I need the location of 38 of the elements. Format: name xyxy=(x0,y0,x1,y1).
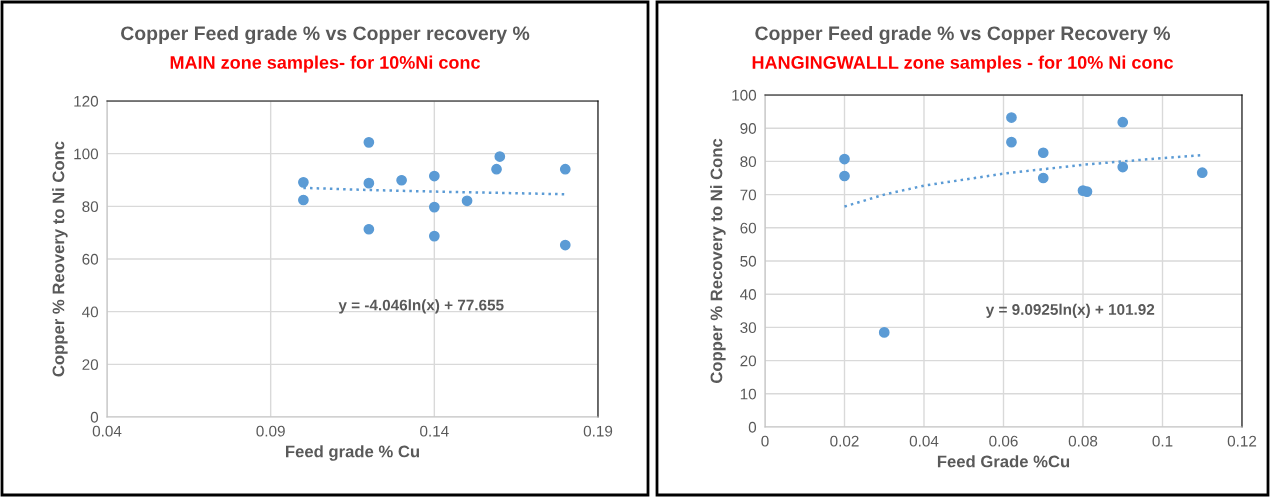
x-tick-label: 0.04 xyxy=(92,425,122,437)
y-tick-label: 100 xyxy=(732,89,757,101)
chart-subtitle: HANGINGWALLL zone samples - for 10% Ni conc xyxy=(752,55,1173,73)
y-tick-label: 120 xyxy=(74,95,99,107)
x-axis-title: Feed Grade %Cu xyxy=(937,455,1070,468)
y-tick-label: 40 xyxy=(82,306,99,318)
x-tick-label: 0.09 xyxy=(256,425,285,437)
y-tick-label: 20 xyxy=(82,359,99,371)
x-tick-label: 0.14 xyxy=(420,425,449,437)
y-tick-label: 60 xyxy=(740,222,757,234)
x-tick-label: 0.1 xyxy=(1152,435,1173,447)
x-tick-label: 0.08 xyxy=(1068,435,1098,447)
y-tick-label: 40 xyxy=(740,289,757,300)
annotation: y = 9.0925ln(x) + 101.92 xyxy=(985,303,1155,318)
y-axis-title: Copper % Reovery to Ni Conc xyxy=(52,141,68,377)
annotation: y = -4.046ln(x) + 77.655 xyxy=(338,299,504,314)
y-tick-label: 50 xyxy=(740,255,757,267)
x-tick-label: 0.04 xyxy=(909,435,939,447)
y-tick-label: 80 xyxy=(82,201,99,213)
x-tick-label: 0.06 xyxy=(989,435,1018,447)
y-tick-label: 20 xyxy=(740,355,757,367)
y-axis-title: Copper % Recovery to Ni Conc xyxy=(710,138,726,384)
chart-subtitle: MAIN zone samples- for 10%Ni conc xyxy=(170,55,480,73)
chart-title: Copper Feed grade % vs Copper recovery % xyxy=(121,25,530,45)
x-tick-label: 0.19 xyxy=(583,425,613,437)
y-tick-label: 60 xyxy=(82,253,99,265)
x-tick-label: 0.12 xyxy=(1227,435,1257,447)
y-tick-label: 100 xyxy=(74,148,99,160)
y-tick-label: 80 xyxy=(740,156,757,168)
y-tick-label: 70 xyxy=(740,189,757,201)
y-tick-label: 10 xyxy=(740,388,757,400)
x-tick-label: 0.02 xyxy=(830,435,859,447)
chart-title: Copper Feed grade % vs Copper Recovery % xyxy=(755,25,1171,45)
y-tick-label: 30 xyxy=(740,322,757,334)
y-tick-label: 90 xyxy=(740,123,757,134)
x-tick-label: 0 xyxy=(761,435,769,447)
y-tick-label: 0 xyxy=(90,411,99,423)
x-axis-title: Feed grade % Cu xyxy=(286,445,420,461)
